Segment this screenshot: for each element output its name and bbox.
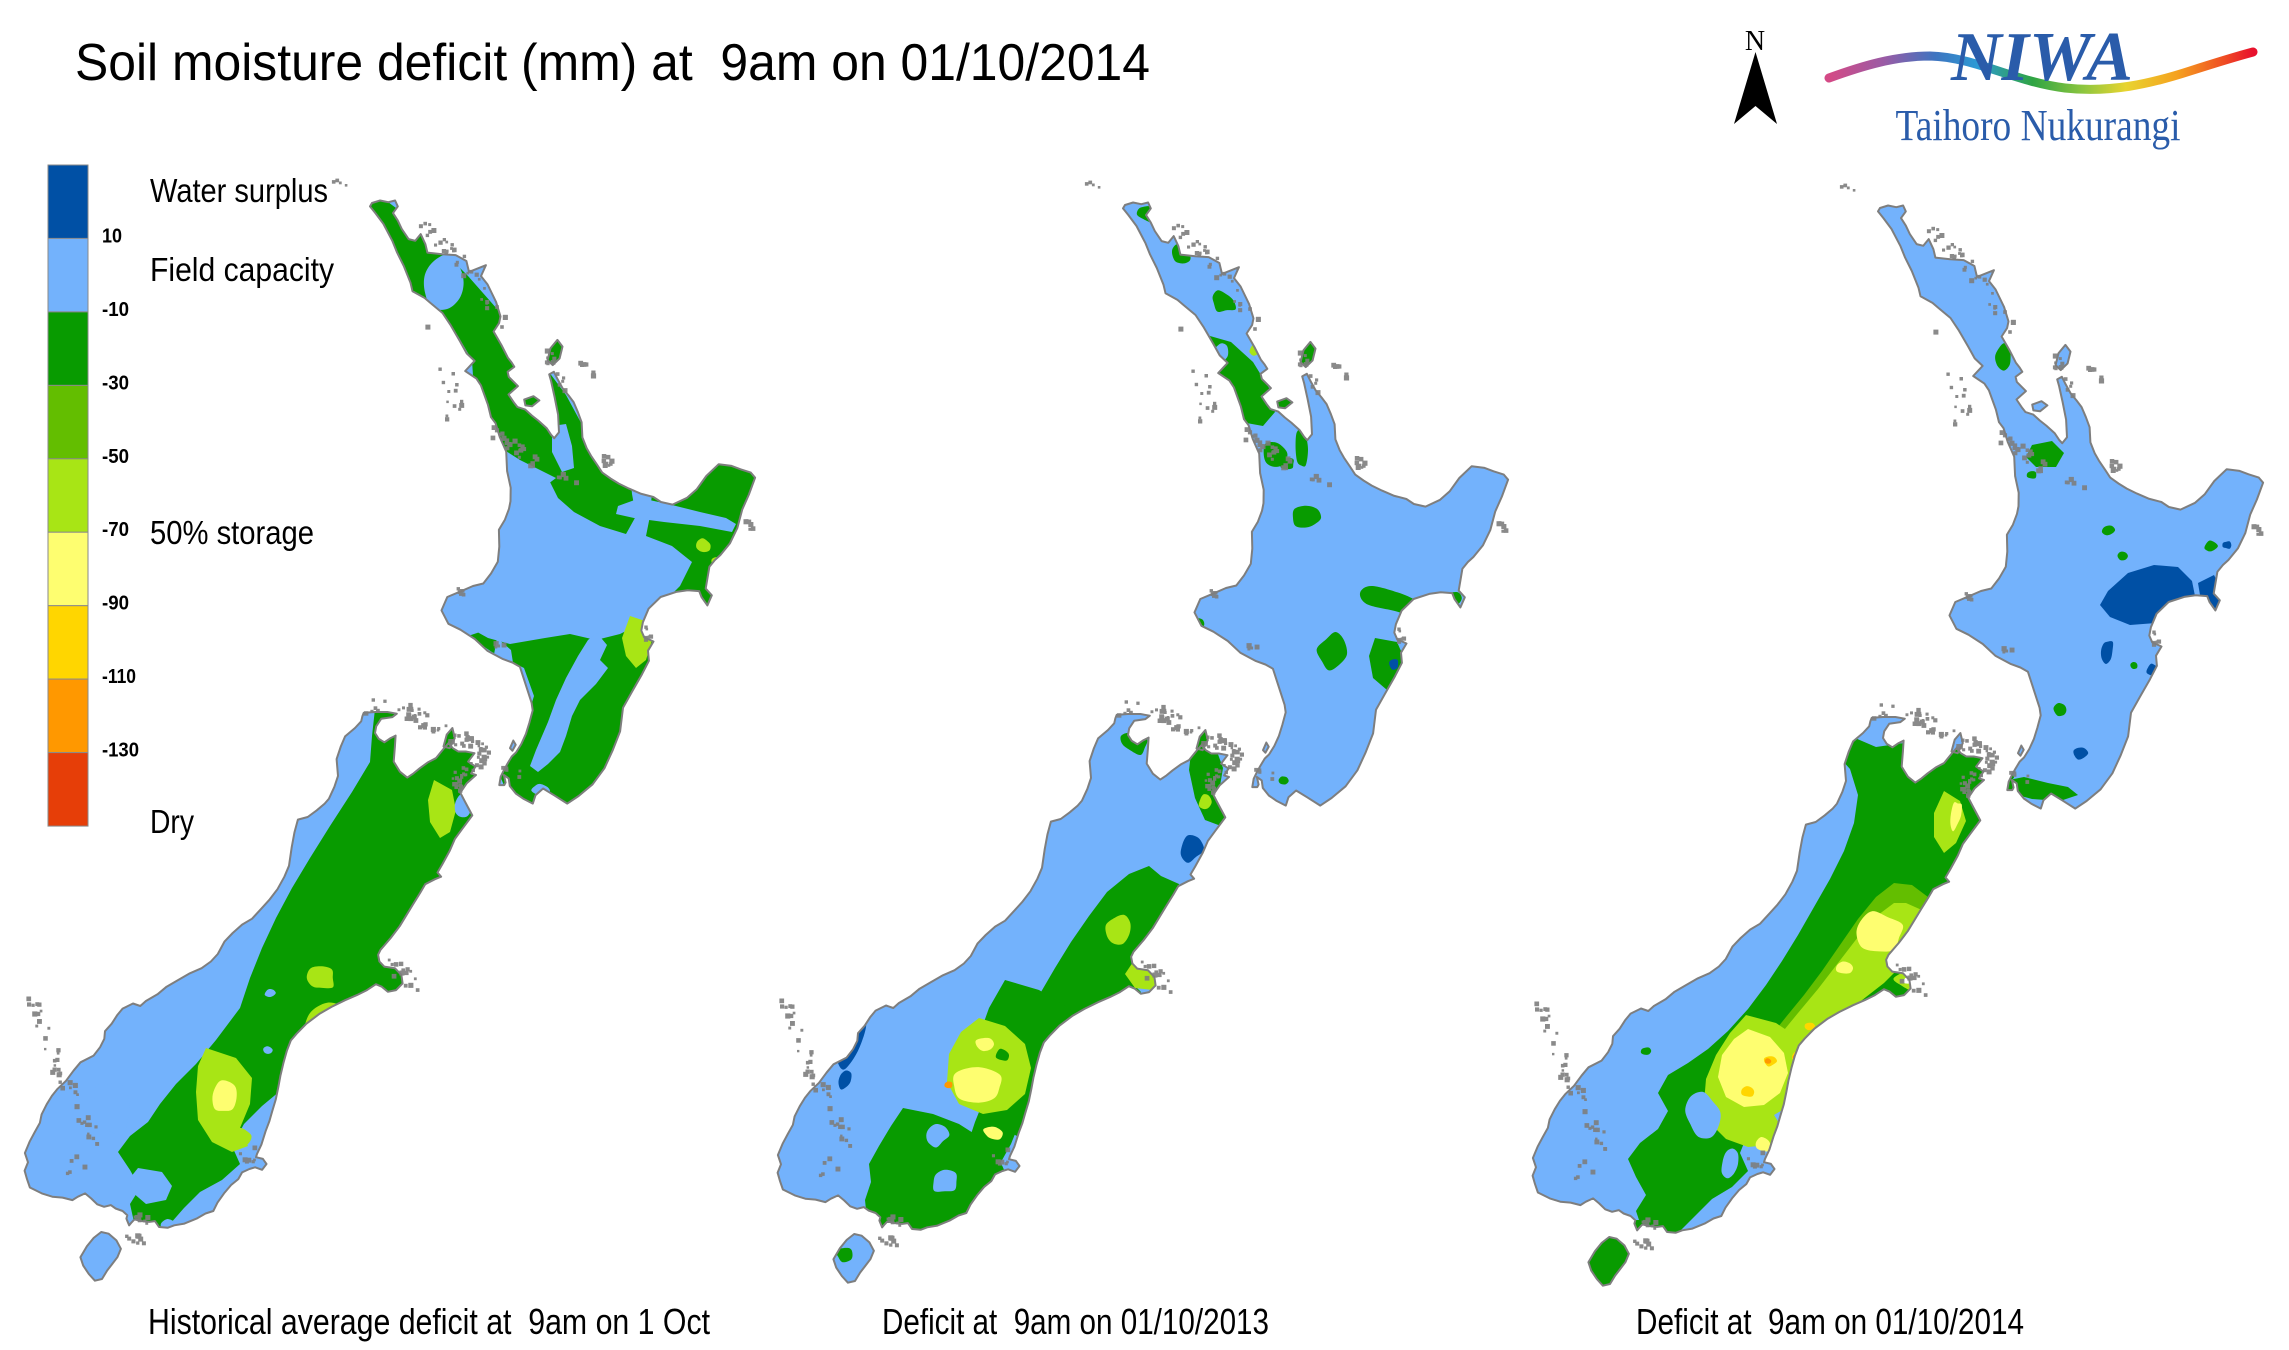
svg-text:-110: -110 [102,666,136,688]
svg-text:Soil moisture deficit (mm) at: Soil moisture deficit (mm) at 9am on 01/… [75,34,1150,92]
svg-text:10: 10 [102,225,122,247]
svg-text:Taihoro Nukurangi: Taihoro Nukurangi [1896,101,2181,150]
svg-text:N: N [1745,26,1765,57]
svg-text:NIWA: NIWA [1950,19,2133,96]
svg-text:-30: -30 [102,372,129,394]
svg-text:-130: -130 [102,740,139,762]
svg-text:Field capacity: Field capacity [150,251,334,288]
svg-text:Deficit at 9am on 01/10/2014: Deficit at 9am on 01/10/2014 [1636,1301,2024,1342]
svg-text:50% storage: 50% storage [150,514,314,551]
svg-text:-70: -70 [102,519,129,541]
svg-text:Water surplus: Water surplus [150,172,328,209]
svg-text:Dry: Dry [150,803,194,840]
svg-text:Deficit at 9am on 01/10/2013: Deficit at 9am on 01/10/2013 [882,1301,1269,1342]
svg-text:-10: -10 [102,299,129,321]
svg-text:Historical average deficit at: Historical average deficit at 9am on 1 O… [148,1301,710,1342]
svg-text:-50: -50 [102,446,129,468]
svg-text:-90: -90 [102,593,129,615]
